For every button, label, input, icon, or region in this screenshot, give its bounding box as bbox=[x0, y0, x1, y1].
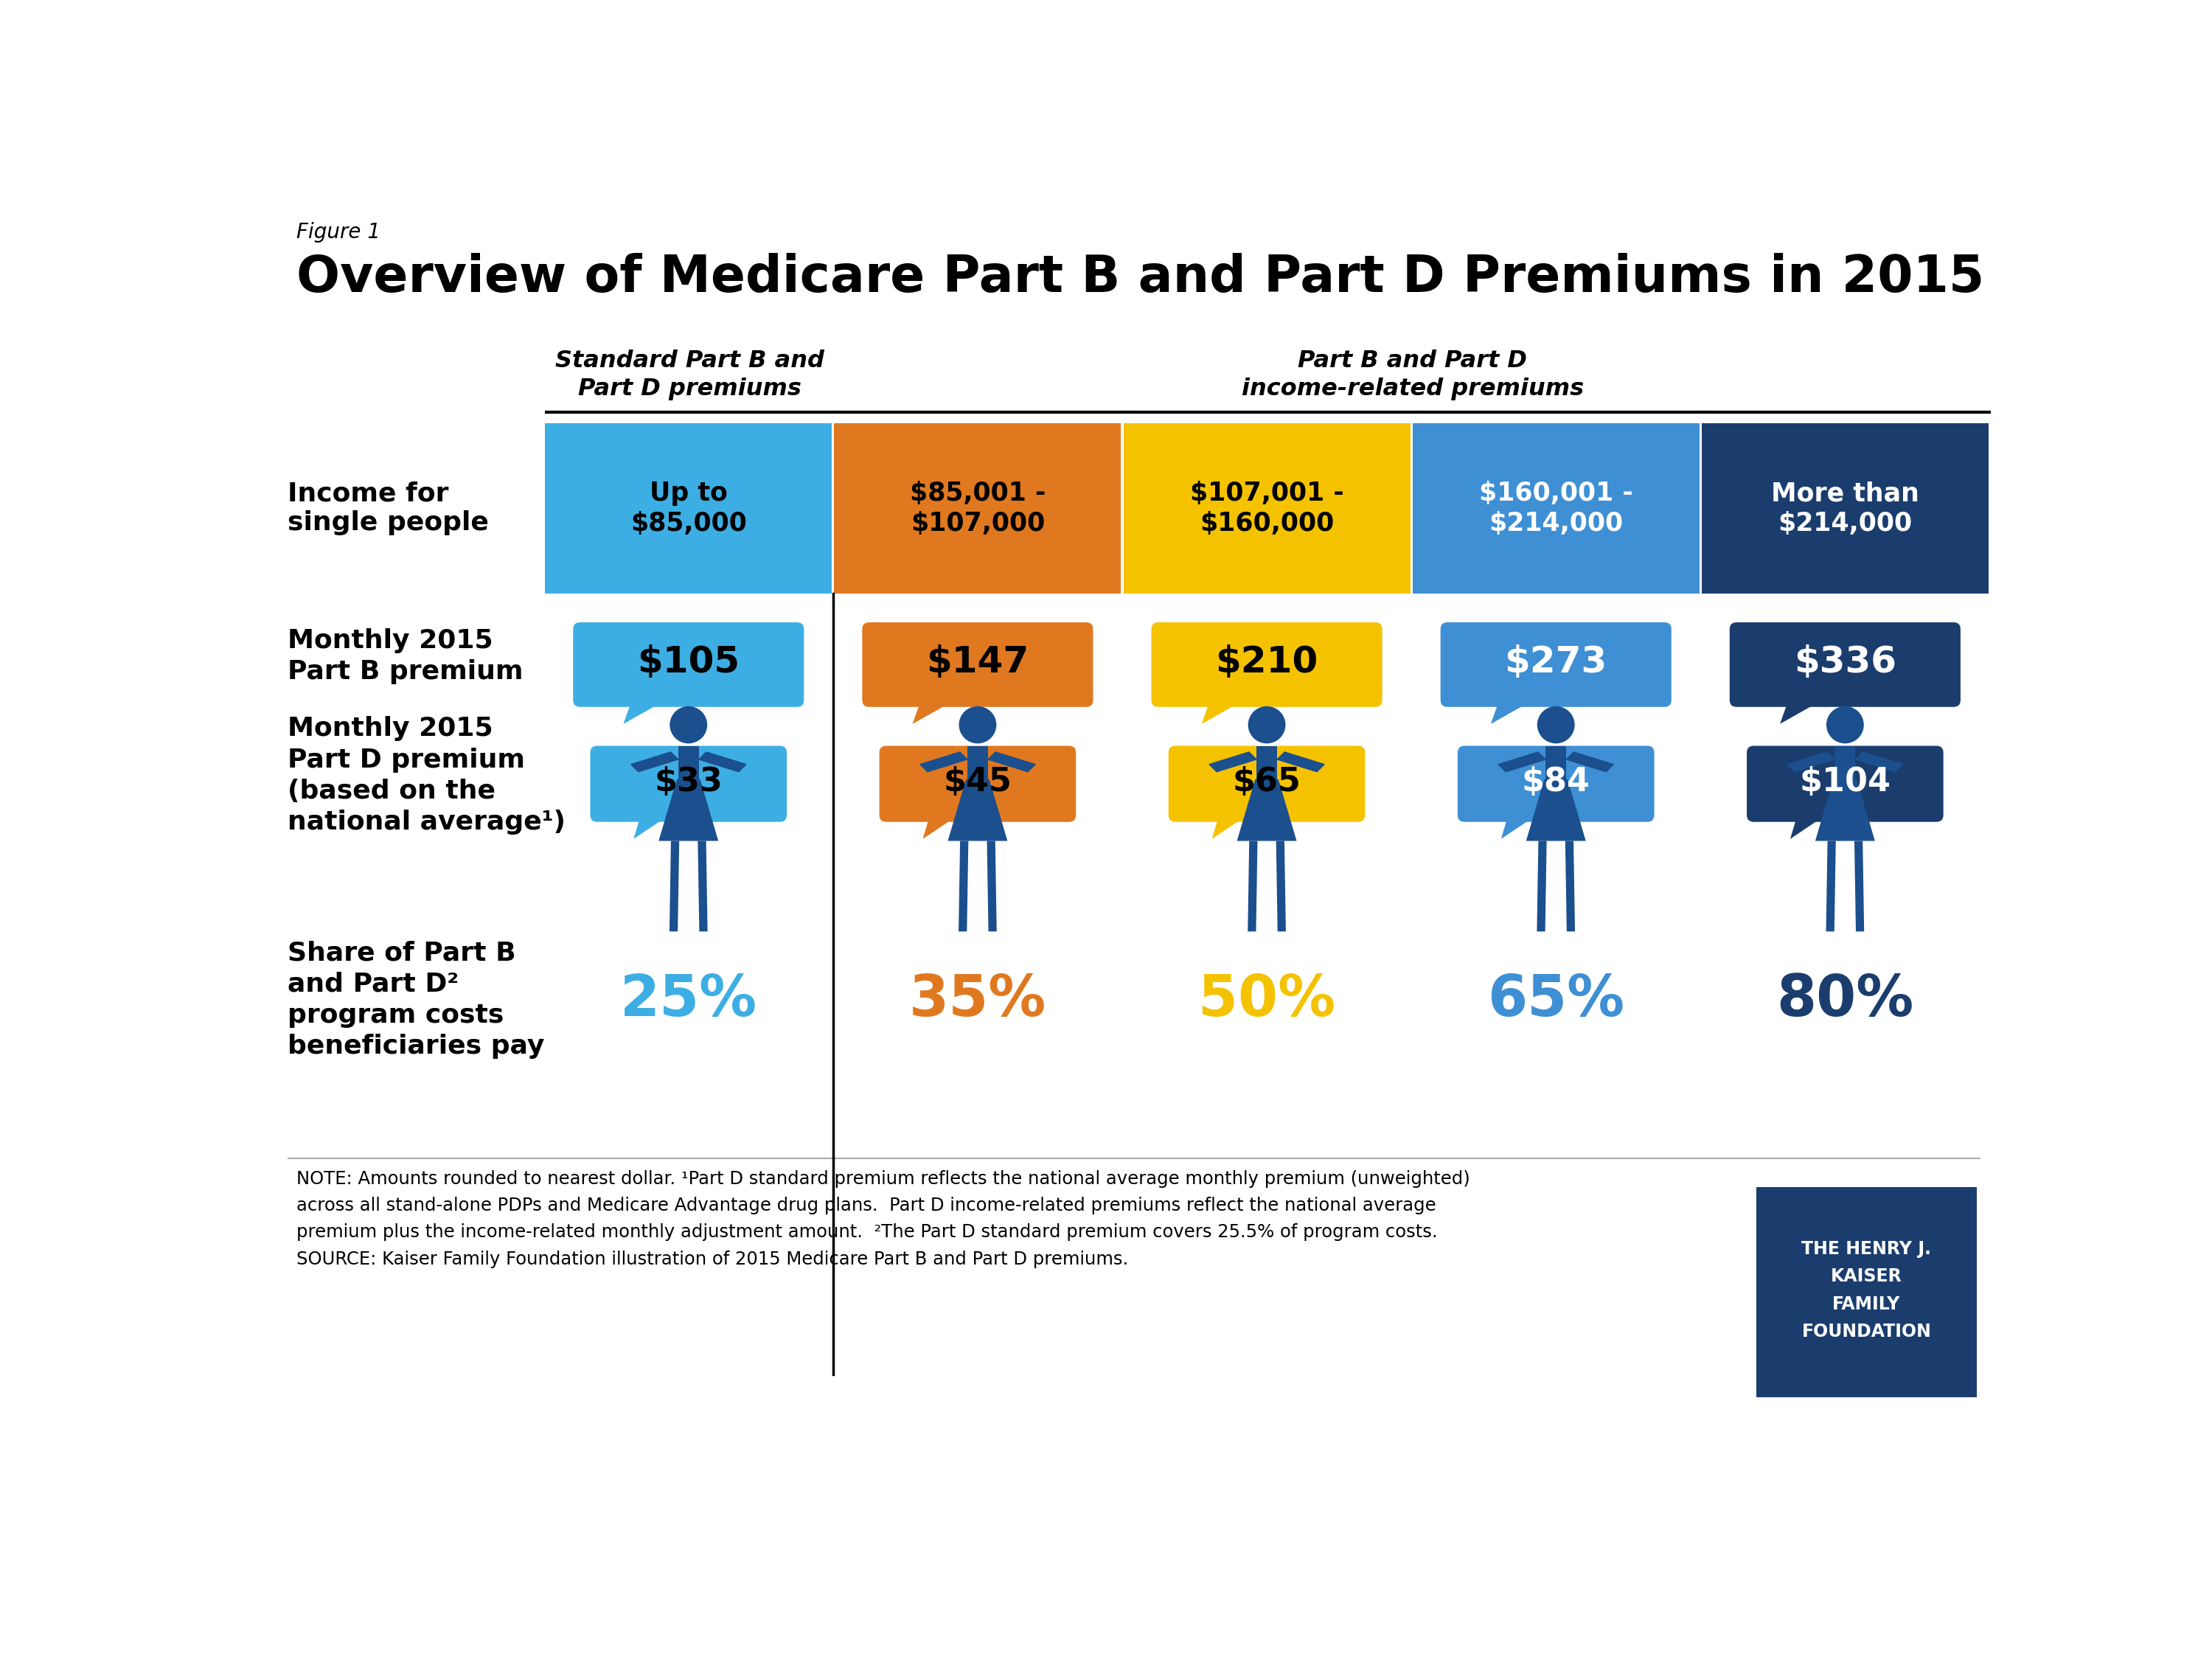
Polygon shape bbox=[1276, 752, 1325, 771]
Polygon shape bbox=[922, 808, 969, 839]
Polygon shape bbox=[914, 693, 967, 723]
Polygon shape bbox=[1537, 841, 1546, 931]
FancyBboxPatch shape bbox=[834, 423, 1121, 594]
Polygon shape bbox=[1787, 752, 1834, 771]
FancyBboxPatch shape bbox=[1834, 747, 1856, 780]
Polygon shape bbox=[1210, 752, 1256, 771]
FancyBboxPatch shape bbox=[1701, 423, 1989, 594]
Circle shape bbox=[1537, 707, 1575, 743]
Polygon shape bbox=[1237, 780, 1296, 841]
Circle shape bbox=[670, 707, 706, 743]
Circle shape bbox=[960, 707, 995, 743]
Polygon shape bbox=[630, 752, 679, 771]
FancyBboxPatch shape bbox=[1168, 747, 1365, 821]
Text: Part B and Part D
income-related premiums: Part B and Part D income-related premium… bbox=[1241, 350, 1584, 400]
Polygon shape bbox=[1491, 693, 1544, 723]
Text: 35%: 35% bbox=[909, 972, 1046, 1027]
FancyBboxPatch shape bbox=[1756, 1186, 1978, 1397]
FancyBboxPatch shape bbox=[591, 747, 787, 821]
FancyBboxPatch shape bbox=[1458, 747, 1655, 821]
Text: $273: $273 bbox=[1504, 645, 1608, 680]
Polygon shape bbox=[1827, 841, 1836, 931]
Polygon shape bbox=[958, 841, 969, 931]
Polygon shape bbox=[989, 752, 1035, 771]
Text: 50%: 50% bbox=[1199, 972, 1336, 1027]
FancyBboxPatch shape bbox=[1730, 622, 1960, 707]
Polygon shape bbox=[1498, 752, 1546, 771]
Text: $33: $33 bbox=[655, 766, 723, 798]
FancyBboxPatch shape bbox=[1152, 622, 1382, 707]
Polygon shape bbox=[1526, 780, 1586, 841]
FancyBboxPatch shape bbox=[1256, 747, 1276, 780]
Polygon shape bbox=[1212, 808, 1259, 839]
FancyBboxPatch shape bbox=[544, 423, 832, 594]
Text: $105: $105 bbox=[637, 645, 739, 680]
Text: Income for
single people: Income for single people bbox=[288, 481, 489, 536]
Text: 25%: 25% bbox=[619, 972, 757, 1027]
Text: Overview of Medicare Part B and Part D Premiums in 2015: Overview of Medicare Part B and Part D P… bbox=[296, 254, 1984, 302]
Text: $104: $104 bbox=[1798, 766, 1891, 798]
Polygon shape bbox=[670, 841, 679, 931]
Polygon shape bbox=[1566, 752, 1613, 771]
FancyBboxPatch shape bbox=[1440, 622, 1672, 707]
Polygon shape bbox=[1856, 752, 1902, 771]
FancyBboxPatch shape bbox=[1546, 747, 1566, 780]
Text: Share of Part B
and Part D²
program costs
beneficiaries pay: Share of Part B and Part D² program cost… bbox=[288, 941, 544, 1058]
Circle shape bbox=[1827, 707, 1863, 743]
Polygon shape bbox=[1248, 841, 1256, 931]
Polygon shape bbox=[1816, 780, 1876, 841]
Polygon shape bbox=[1201, 693, 1256, 723]
Polygon shape bbox=[1276, 841, 1285, 931]
Text: $85,001 -
$107,000: $85,001 - $107,000 bbox=[909, 481, 1046, 536]
Polygon shape bbox=[1854, 841, 1865, 931]
Polygon shape bbox=[659, 780, 719, 841]
Text: $160,001 -
$214,000: $160,001 - $214,000 bbox=[1480, 481, 1632, 536]
Polygon shape bbox=[624, 693, 677, 723]
Polygon shape bbox=[633, 808, 679, 839]
Text: $45: $45 bbox=[942, 766, 1011, 798]
Polygon shape bbox=[947, 780, 1006, 841]
Text: 65%: 65% bbox=[1486, 972, 1624, 1027]
Text: Up to
$85,000: Up to $85,000 bbox=[630, 481, 748, 536]
Text: $336: $336 bbox=[1794, 645, 1896, 680]
Text: More than
$214,000: More than $214,000 bbox=[1772, 481, 1920, 536]
FancyBboxPatch shape bbox=[1747, 747, 1944, 821]
FancyBboxPatch shape bbox=[573, 622, 803, 707]
Text: NOTE: Amounts rounded to nearest dollar. ¹Part D standard premium reflects the n: NOTE: Amounts rounded to nearest dollar.… bbox=[296, 1170, 1471, 1267]
FancyBboxPatch shape bbox=[880, 747, 1075, 821]
Text: $210: $210 bbox=[1214, 645, 1318, 680]
Polygon shape bbox=[987, 841, 998, 931]
Polygon shape bbox=[697, 841, 708, 931]
Text: Monthly 2015
Part D premium
(based on the
national average¹): Monthly 2015 Part D premium (based on th… bbox=[288, 717, 566, 834]
Circle shape bbox=[1248, 707, 1285, 743]
Text: $65: $65 bbox=[1232, 766, 1301, 798]
FancyBboxPatch shape bbox=[863, 622, 1093, 707]
FancyBboxPatch shape bbox=[1413, 423, 1699, 594]
Text: Standard Part B and
Part D premiums: Standard Part B and Part D premiums bbox=[555, 350, 825, 400]
Text: Figure 1: Figure 1 bbox=[296, 222, 380, 242]
Text: Monthly 2015
Part B premium: Monthly 2015 Part B premium bbox=[288, 629, 524, 684]
Polygon shape bbox=[1502, 808, 1546, 839]
FancyBboxPatch shape bbox=[1124, 423, 1411, 594]
Polygon shape bbox=[1781, 693, 1834, 723]
Polygon shape bbox=[699, 752, 745, 771]
Text: $147: $147 bbox=[927, 645, 1029, 680]
Text: $84: $84 bbox=[1522, 766, 1590, 798]
Text: 80%: 80% bbox=[1776, 972, 1913, 1027]
Polygon shape bbox=[1790, 808, 1836, 839]
FancyBboxPatch shape bbox=[679, 747, 699, 780]
Text: $107,001 -
$160,000: $107,001 - $160,000 bbox=[1190, 481, 1343, 536]
FancyBboxPatch shape bbox=[967, 747, 989, 780]
Polygon shape bbox=[1566, 841, 1575, 931]
Text: THE HENRY J.
KAISER
FAMILY
FOUNDATION: THE HENRY J. KAISER FAMILY FOUNDATION bbox=[1801, 1241, 1931, 1340]
Polygon shape bbox=[920, 752, 967, 771]
